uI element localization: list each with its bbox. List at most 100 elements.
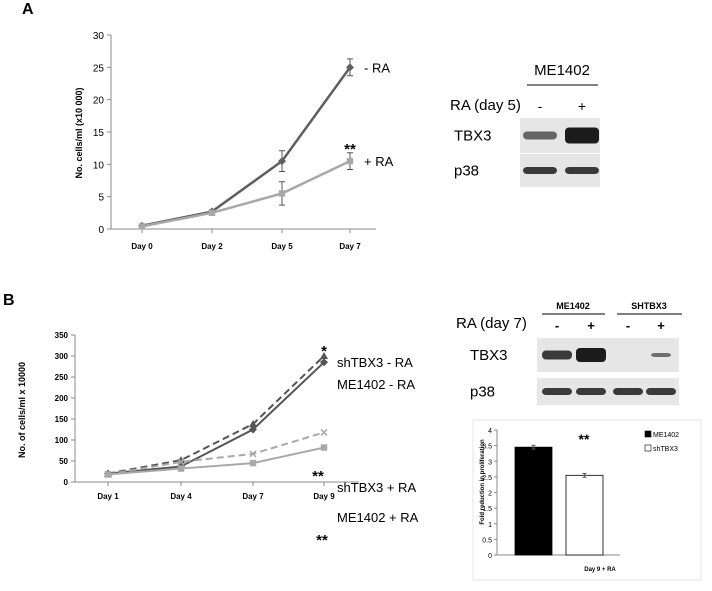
panel-b-blot-band — [576, 348, 606, 362]
panel-b-bar-chart: Fold reduction in proliferation Day 9 + … — [472, 419, 702, 581]
panel-b-y-tick-label: 200 — [55, 394, 69, 403]
panel-b-series-label: shTBX3 + RA — [337, 480, 416, 495]
panel-a-y-tick-label: 20 — [93, 96, 105, 107]
panel-a-series-label: - RA — [364, 60, 390, 75]
panel-b-y-tick-label: 250 — [55, 373, 69, 382]
panel-b-series-label: ME1402 + RA — [337, 510, 419, 525]
panel-a-y-axis-label: No. cells/ml (x10 000) — [74, 87, 84, 178]
panel-b-lane-label: + — [657, 318, 665, 333]
panel-b-blot-band — [646, 388, 676, 395]
panel-a-y-tick-label: 0 — [98, 225, 104, 236]
panel-b-significance-marker: ** — [312, 468, 324, 485]
panel-b-y-tick-label: 350 — [55, 331, 69, 340]
panel-a-x-tick-label: Day 0 — [131, 242, 153, 251]
panel-a-x-tick-label: Day 7 — [339, 242, 361, 251]
panel-a-blot-band — [565, 167, 599, 174]
panel-b-label: B — [3, 292, 15, 309]
panel-a-series-line — [141, 159, 351, 228]
bar-chart-y-tick-label: 0.5 — [482, 537, 492, 544]
panel-b-blot-band — [542, 350, 572, 360]
bar-chart-legend-label: shTBX3 — [653, 446, 678, 453]
bar-chart-y-tick-label: 1 — [488, 522, 492, 529]
panel-b-x-tick-label: Day 9 — [313, 492, 335, 501]
panel-b-series-line — [107, 446, 325, 476]
panel-b-y-tick-label: 100 — [55, 436, 69, 445]
panel-b-y-axis-label: No. of cells/ml x 10000 — [17, 362, 27, 458]
panel-b-blot-condition-label: RA (day 7) — [456, 315, 527, 332]
panel-b-lane-label: - — [626, 318, 630, 333]
panel-b-series-label: shTBX3 - RA — [337, 355, 413, 370]
panel-a-blot-row-label: TBX3 — [454, 128, 492, 145]
panel-a-x-tick-label: Day 2 — [201, 242, 223, 251]
bar-chart-y-tick-label: 4 — [488, 428, 492, 435]
panel-a-y-tick-label: 5 — [98, 193, 104, 204]
panel-b-series-line — [107, 361, 325, 475]
bar — [514, 446, 553, 556]
panel-b-y-tick-label: 50 — [59, 457, 68, 466]
panel-a-blot-band — [523, 167, 557, 174]
panel-a-data-point — [346, 63, 354, 72]
panel-b-significance-marker: ** — [316, 532, 328, 549]
bar-chart-significance-marker: ** — [579, 431, 590, 447]
panel-a-blot-row-label: p38 — [454, 163, 479, 180]
panel-a-y-tick-label: 30 — [93, 31, 105, 42]
panel-b-blot-row-label: p38 — [470, 384, 495, 401]
panel-b-significance-marker: * — [321, 343, 327, 360]
panel-b-data-point — [177, 458, 185, 466]
panel-a-data-point — [208, 209, 216, 217]
panel-b-blot-row-label: TBX3 — [470, 347, 508, 364]
panel-a-western-blot: ME1402 RA (day 5) - + TBX3 p38 — [450, 62, 600, 187]
panel-a-blot-band — [523, 131, 557, 140]
panel-b-lane-label: - — [555, 318, 559, 333]
panel-b-data-point — [320, 444, 328, 451]
panel-b-y-tick-label: 150 — [55, 415, 69, 424]
bar — [565, 474, 604, 556]
panel-b-lane-label: + — [587, 318, 595, 333]
panel-a-series-label: + RA — [364, 154, 394, 169]
bar-error-bar — [582, 472, 587, 478]
panel-a-blot-cell-line: ME1402 — [534, 62, 590, 79]
bar-chart-y-tick-label: 3.5 — [482, 444, 492, 451]
panel-a-data-point — [346, 157, 354, 165]
panel-b-x-tick-label: Day 7 — [242, 492, 264, 501]
bar-chart-y-axis-label: Fold reduction in proliferation — [480, 439, 486, 525]
panel-a-blot-condition-label: RA (day 5) — [450, 97, 521, 114]
bar-chart-legend-label: ME1402 — [653, 432, 679, 439]
panel-a-lane-label: + — [578, 98, 586, 114]
panel-a-blot-band — [565, 127, 599, 144]
panel-b-data-point — [104, 471, 112, 478]
panel-a-y-tick-label: 15 — [93, 128, 105, 139]
panel-b-data-point — [249, 420, 257, 428]
bar-chart-y-tick-label: 2 — [488, 491, 492, 498]
panel-b-x-tick-label: Day 1 — [97, 492, 119, 501]
panel-a-y-tick-label: 10 — [93, 160, 105, 171]
panel-a-series-line — [141, 66, 352, 227]
panel-a-data-point — [278, 190, 286, 197]
panel-a-data-point — [138, 223, 146, 230]
bar-chart-legend-swatch — [644, 444, 652, 452]
panel-b-data-point — [320, 352, 328, 359]
panel-b-line-chart: No. of cells/ml x 10000 0 50 100 150 200 250 3… — [17, 331, 419, 549]
bar-chart-y-tick-label: 0 — [488, 553, 492, 560]
panel-b-blot-band — [576, 388, 606, 395]
panel-b-blot-group-label: SHTBX3 — [631, 301, 667, 311]
panel-b-data-point — [249, 459, 257, 467]
panel-b-blot-band — [613, 388, 643, 395]
panel-b-data-point — [320, 358, 328, 367]
panel-a-line-chart: No. cells/ml (x10 000) 0 5 10 15 20 25 30 Day 0… — [74, 31, 394, 251]
panel-b-series-label: ME1402 - RA — [337, 377, 415, 392]
panel-b-data-point — [249, 450, 257, 458]
panel-b-y-tick-label: 0 — [64, 478, 69, 487]
bar-chart-frame — [472, 419, 702, 581]
panel-b-data-point — [177, 465, 185, 472]
panel-b-series-line — [107, 431, 325, 476]
panel-a-x-tick-label: Day 5 — [271, 242, 293, 251]
panel-b-y-tick-label: 300 — [55, 352, 69, 361]
bar-chart-y-tick-label: 3 — [488, 459, 492, 466]
panel-a-y-tick-label: 25 — [93, 63, 105, 74]
bar-chart-legend-swatch — [644, 430, 652, 438]
panel-b-x-tick-label: Day 4 — [170, 492, 192, 501]
panel-b-data-point — [320, 428, 328, 436]
